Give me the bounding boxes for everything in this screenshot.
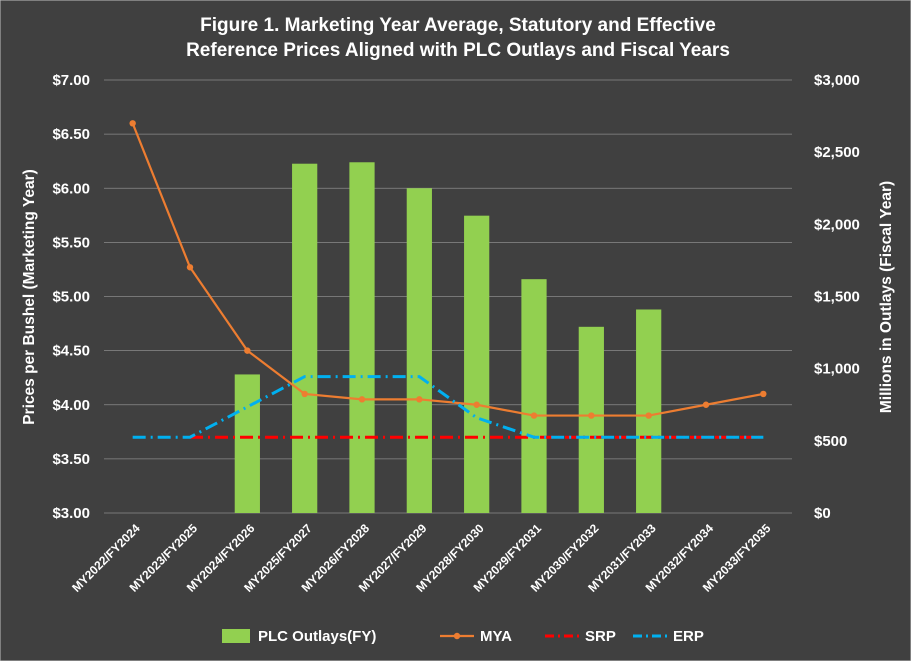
marker-mya	[358, 396, 366, 403]
y-left-tick-label: $6.00	[52, 180, 90, 197]
bar-plc-outlays	[464, 215, 490, 513]
marker-mya	[530, 412, 538, 419]
y-left-tick-label: $5.00	[52, 289, 90, 306]
y-right-tick-label: $1,000	[814, 361, 860, 378]
y-right-tick-label: $0	[814, 505, 831, 522]
chart-title-line1: Figure 1. Marketing Year Average, Statut…	[200, 15, 716, 36]
line-mya	[131, 122, 764, 417]
y-left-tick-label: $3.00	[52, 505, 90, 522]
y-right-tick-label: $1,500	[814, 289, 860, 306]
marker-mya	[186, 264, 194, 271]
y-right-tick-label: $500	[814, 433, 847, 450]
legend-label: PLC Outlays(FY)	[258, 628, 376, 645]
marker-mya	[473, 401, 480, 408]
y-right-tick-label: $3,000	[814, 72, 860, 89]
line-erp	[132, 375, 764, 439]
bar-plc-outlays	[292, 163, 318, 514]
y-axis-left-title: Prices per Bushel (Marketing Year)	[21, 169, 38, 425]
bar-plc-outlays	[636, 309, 662, 513]
y-left-tick-label: $6.50	[52, 126, 90, 143]
y-axis-right-title: Millions in Outlays (Fiscal Year)	[878, 181, 895, 413]
marker-mya	[244, 347, 251, 354]
bar-plc-outlays	[406, 188, 432, 513]
y-left-tick-label: $4.50	[52, 343, 90, 360]
marker-mya	[301, 390, 308, 398]
legend-label: SRP	[585, 628, 616, 645]
legend-label: ERP	[673, 628, 704, 645]
y-left-tick-label: $5.50	[52, 234, 90, 251]
y-left-tick-label: $7.00	[52, 72, 90, 89]
marker-mya	[416, 396, 423, 403]
y-right-tick-label: $2,500	[814, 144, 860, 161]
line-series	[129, 120, 767, 439]
bar-plc-outlays	[578, 326, 604, 513]
legend-swatch-plc	[222, 629, 250, 643]
legend-label: MYA	[480, 628, 512, 645]
y-right-tick-label: $2,000	[814, 216, 860, 233]
marker-mya	[129, 120, 136, 127]
legend: PLC Outlays(FY) MYA SRP ERP	[222, 628, 704, 645]
legend-marker-mya	[453, 632, 461, 640]
marker-mya	[588, 412, 595, 419]
marker-mya	[645, 412, 652, 419]
bar-series	[234, 162, 662, 514]
bar-plc-outlays	[349, 162, 375, 513]
marker-mya	[760, 390, 767, 398]
bar-plc-outlays	[521, 279, 547, 513]
y-left-tick-label: $3.50	[52, 451, 90, 468]
gridlines	[104, 79, 792, 514]
bar-plc-outlays	[234, 374, 260, 513]
y-left-tick-label: $4.00	[52, 397, 90, 414]
marker-mya	[702, 401, 710, 408]
chart-title-line2: Reference Prices Aligned with PLC Outlay…	[186, 40, 730, 61]
